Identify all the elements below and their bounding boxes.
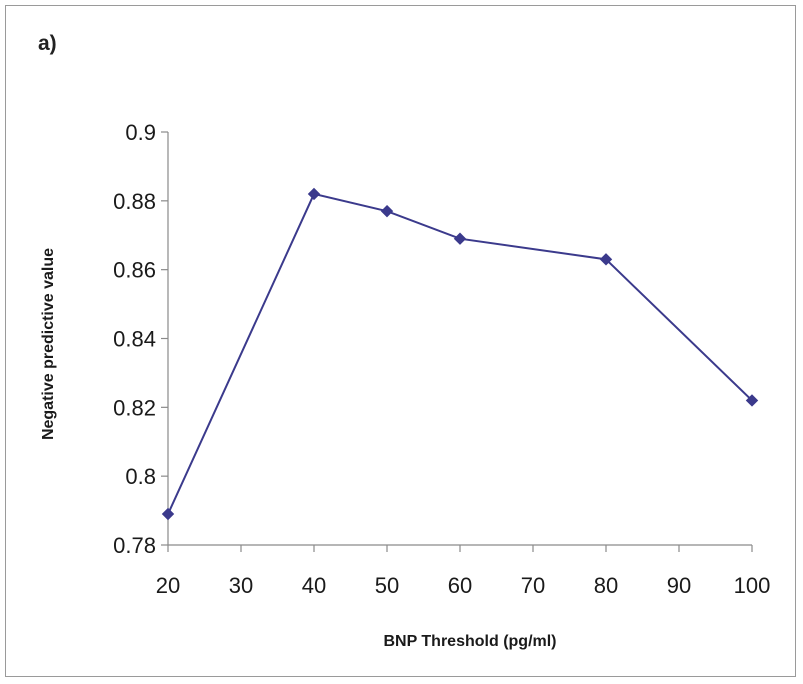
panel-label: a) (38, 32, 57, 55)
x-tick-label: 90 (667, 573, 691, 598)
data-point-marker (307, 187, 321, 201)
y-axis-title: Negative predictive value (40, 248, 57, 440)
y-tick-label: 0.84 (113, 327, 156, 352)
x-tick-label: 60 (448, 573, 472, 598)
chart-frame (5, 5, 796, 677)
series-line (167, 192, 753, 515)
y-axis-ticks: 0.78 0.8 0.82 0.84 0.86 0.88 0.9 (113, 120, 168, 558)
data-point-marker (161, 507, 175, 521)
data-point-marker (453, 232, 467, 245)
y-tick-label: 0.8 (125, 464, 156, 489)
x-axis-ticks: 20 30 40 50 60 70 80 90 100 (156, 545, 771, 598)
x-tick-label: 30 (229, 573, 253, 598)
x-axis-title: BNP Threshold (pg/ml) (383, 633, 556, 650)
data-point-marker (745, 394, 759, 407)
x-tick-label: 100 (734, 573, 771, 598)
y-tick-label: 0.82 (113, 395, 156, 420)
x-tick-label: 80 (594, 573, 618, 598)
series-group (161, 187, 759, 521)
y-tick-label: 0.9 (125, 120, 156, 145)
x-tick-label: 40 (302, 573, 326, 598)
x-tick-label: 70 (521, 573, 545, 598)
x-tick-label: 20 (156, 573, 180, 598)
y-tick-label: 0.88 (113, 189, 156, 214)
x-tick-label: 50 (375, 573, 399, 598)
axes: 0.78 0.8 0.82 0.84 0.86 0.88 0.9 20 30 40 50 60 70 8… (113, 120, 770, 598)
y-tick-label: 0.78 (113, 533, 156, 558)
data-point-marker (380, 204, 394, 218)
y-tick-label: 0.86 (113, 258, 156, 283)
data-point-marker (599, 253, 613, 266)
